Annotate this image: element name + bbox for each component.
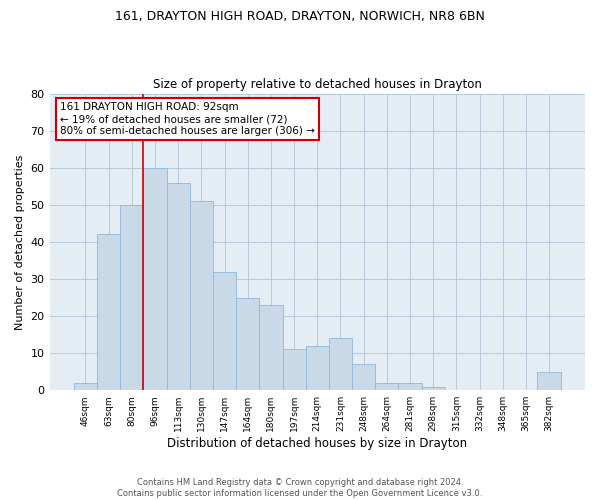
Bar [120,205,143,390]
Text: 161 DRAYTON HIGH ROAD: 92sqm
← 19% of detached houses are smaller (72)
80% of se: 161 DRAYTON HIGH ROAD: 92sqm ← 19% of de… [60,102,315,136]
Bar [538,372,560,390]
Bar [74,383,97,390]
Bar [305,346,329,390]
Text: Contains HM Land Registry data © Crown copyright and database right 2024.
Contai: Contains HM Land Registry data © Crown c… [118,478,482,498]
Bar [259,305,283,390]
Bar [375,383,398,390]
Text: 161, DRAYTON HIGH ROAD, DRAYTON, NORWICH, NR8 6BN: 161, DRAYTON HIGH ROAD, DRAYTON, NORWICH… [115,10,485,23]
Bar [97,234,120,390]
Bar [329,338,352,390]
Y-axis label: Number of detached properties: Number of detached properties [15,154,25,330]
Bar [167,182,190,390]
Bar [283,350,305,390]
Bar [398,383,422,390]
Bar [213,272,236,390]
Bar [190,201,213,390]
Bar [143,168,167,390]
Bar [352,364,375,390]
X-axis label: Distribution of detached houses by size in Drayton: Distribution of detached houses by size … [167,437,467,450]
Bar [236,298,259,390]
Bar [422,386,445,390]
Title: Size of property relative to detached houses in Drayton: Size of property relative to detached ho… [153,78,482,91]
